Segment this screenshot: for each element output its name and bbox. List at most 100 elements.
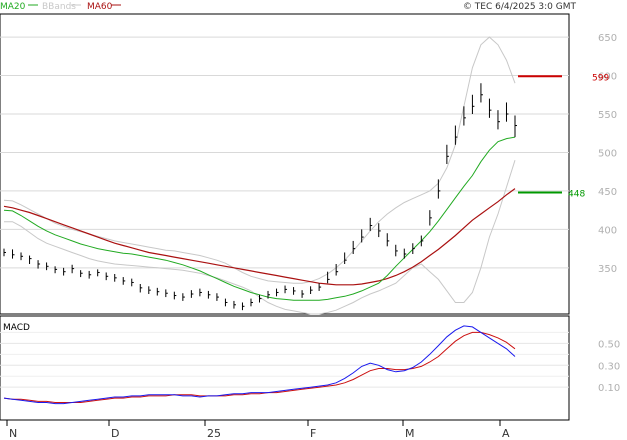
price-bar	[63, 267, 66, 276]
price-bars	[3, 83, 517, 311]
price-bar	[29, 255, 32, 264]
price-bar	[259, 294, 262, 303]
price-bar	[131, 278, 134, 287]
x-tick-label: D	[111, 427, 119, 440]
price-bar	[139, 284, 143, 293]
price-y-tick-label: 400	[598, 225, 617, 236]
price-bar	[88, 270, 92, 279]
price-bar	[454, 125, 458, 145]
price-bar	[267, 290, 271, 299]
price-gridlines	[0, 36, 569, 269]
price-panel: 350 400 450 500 550 600 650 599 448	[0, 13, 617, 315]
price-bar	[12, 249, 15, 259]
price-bar	[505, 102, 509, 122]
macd-y-axis: 0.10 0.30 0.50	[598, 339, 620, 394]
x-tick-label: N	[9, 427, 17, 440]
price-bar	[335, 264, 339, 276]
price-bar	[488, 98, 492, 118]
price-y-axis: 350 400 450 500 550 600 650	[598, 33, 617, 275]
price-bar	[446, 144, 449, 164]
price-bar	[327, 271, 330, 284]
ma60-line	[3, 188, 516, 286]
macd-panel: MACD 0.10 0.30 0.50	[0, 315, 620, 421]
price-bar	[412, 243, 415, 254]
price-bar	[429, 210, 432, 226]
macd-line	[3, 325, 516, 405]
price-bar	[352, 240, 356, 254]
price-bar	[122, 277, 126, 285]
x-tick-label: A	[502, 427, 510, 440]
price-bar	[480, 83, 483, 103]
price-bar	[386, 233, 390, 247]
price-bar	[114, 274, 117, 282]
macd-y-tick-label: 0.10	[598, 383, 620, 394]
price-bar	[241, 302, 245, 311]
price-bar	[437, 179, 441, 199]
price-y-tick-label: 650	[598, 33, 617, 44]
price-bar	[80, 270, 83, 278]
price-bar	[46, 262, 49, 271]
macd-title: MACD	[3, 323, 30, 333]
price-bar	[3, 248, 6, 257]
macd-y-tick-label: 0.30	[598, 361, 620, 372]
price-bar	[293, 287, 296, 295]
macd-gridlines	[0, 331, 569, 388]
macd-y-tick-label: 0.50	[598, 339, 620, 350]
price-bar	[420, 235, 424, 247]
price-bar	[20, 252, 24, 261]
price-y-tick-label: 450	[598, 187, 617, 198]
price-bar	[199, 288, 202, 297]
price-bar	[361, 229, 364, 243]
macd-signal-line	[3, 331, 516, 403]
price-bar	[233, 300, 236, 309]
price-bar	[224, 298, 228, 307]
price-bar	[148, 286, 151, 294]
price-bar	[105, 272, 109, 281]
macd-plot-area	[0, 315, 570, 421]
price-y-tick-label: 550	[598, 110, 617, 121]
price-bar	[403, 248, 407, 259]
price-bar	[463, 106, 466, 126]
price-bar	[471, 94, 475, 114]
x-tick-label: F	[310, 427, 316, 440]
legend-label-ma60: MA60	[87, 2, 113, 12]
price-bar	[284, 285, 288, 294]
price-bar	[97, 269, 100, 277]
price-bar	[71, 264, 75, 274]
price-bar	[54, 266, 58, 274]
price-bar	[514, 115, 517, 138]
price-bar	[173, 291, 177, 300]
price-bar	[207, 290, 211, 299]
x-axis: N D 25 F M A	[6, 420, 510, 440]
price-bar	[276, 288, 279, 297]
price-bar	[182, 293, 185, 301]
price-y-tick-label: 500	[598, 148, 617, 159]
copyright-label: © TEC 6/4/2025 3:0 GMT	[463, 2, 577, 12]
price-bar	[497, 110, 500, 130]
price-level-annotations: 599 448	[518, 73, 609, 199]
price-y-tick-label: 350	[598, 264, 617, 275]
price-bar	[318, 283, 322, 291]
price-bar	[395, 244, 398, 257]
price-bar	[156, 287, 160, 296]
price-bar	[344, 252, 347, 264]
legend-label-ma20: MA20	[0, 2, 26, 12]
price-y-tick-label: 600	[598, 72, 617, 83]
price-bar	[310, 286, 313, 294]
price-bar	[369, 217, 373, 231]
price-bar	[378, 223, 381, 238]
price-plot-area	[0, 13, 570, 315]
legend-label-bbands: BBands	[42, 2, 76, 12]
chart-legend: MA20 BBands MA60	[0, 2, 121, 12]
price-bar	[165, 289, 168, 298]
price-level-label: 599	[592, 73, 609, 83]
price-bar	[190, 290, 194, 298]
macd-lines	[3, 325, 516, 405]
price-bar	[301, 290, 305, 298]
price-bar	[216, 293, 219, 301]
price-bar	[250, 298, 253, 307]
price-level-label: 448	[568, 189, 585, 199]
price-bar	[37, 260, 41, 269]
x-tick-label: M	[405, 427, 415, 440]
